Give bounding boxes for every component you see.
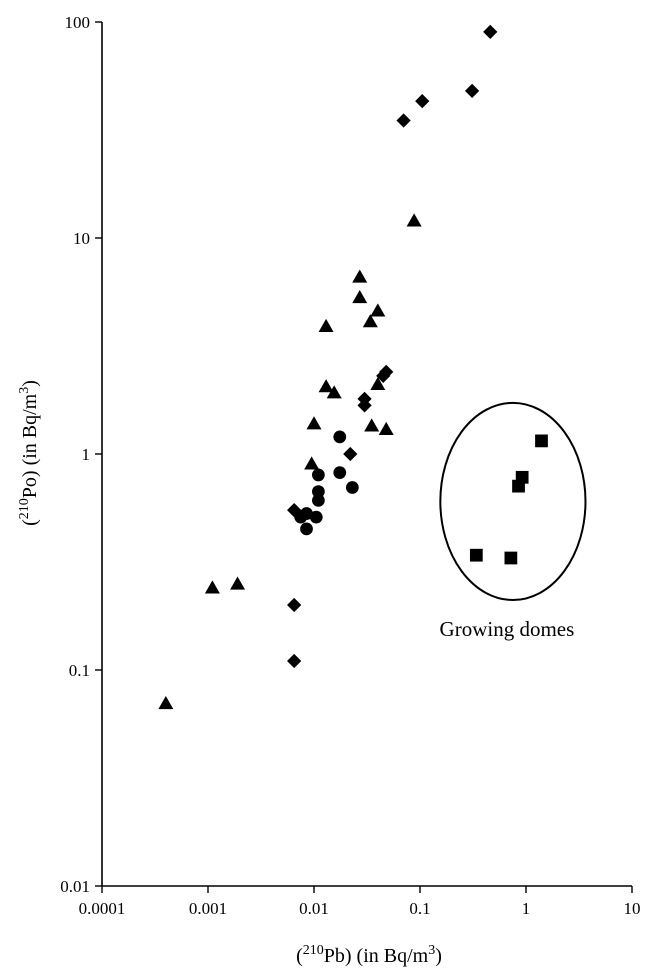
circle-point xyxy=(312,468,325,482)
growing-domes-label: Growing domes xyxy=(440,617,575,641)
diamond-point xyxy=(483,24,498,40)
square-point xyxy=(469,548,483,562)
axes xyxy=(101,22,632,887)
y-tick-label: 100 xyxy=(65,13,91,32)
triangle-point xyxy=(378,421,394,436)
diamond-point xyxy=(464,83,480,98)
circle-point xyxy=(333,466,347,479)
circle-point xyxy=(345,481,359,494)
growing-domes-annotation: Growing domes xyxy=(439,401,587,641)
x-tick-label: 0.001 xyxy=(189,899,227,918)
triangle-point xyxy=(370,376,386,391)
diamond-point xyxy=(396,113,411,128)
diamond-point xyxy=(415,94,430,109)
circle-point xyxy=(309,510,323,524)
triangle-point xyxy=(204,580,220,594)
triangle-point xyxy=(326,385,342,399)
triangle-point xyxy=(370,303,386,317)
triangle-point xyxy=(362,314,378,328)
triangle-point xyxy=(230,576,246,590)
triangle-point xyxy=(318,379,334,393)
diamond-point xyxy=(379,364,394,379)
triangle-point xyxy=(406,213,422,227)
triangle-point xyxy=(318,318,334,332)
triangle-point xyxy=(304,456,320,470)
diamond-point xyxy=(343,446,358,462)
diamond-point xyxy=(287,653,302,669)
circle-point xyxy=(300,522,313,536)
triangle-point xyxy=(352,290,368,304)
y-axis-label: (210Po) (in Bq/m3) xyxy=(17,380,41,526)
y-tick-label: 0.01 xyxy=(60,877,90,896)
triangle-point xyxy=(364,418,380,432)
triangle-point xyxy=(306,416,322,430)
circle-point xyxy=(312,493,325,507)
circle-point xyxy=(333,430,347,444)
x-axis-label: (210Pb) (in Bq/m3) xyxy=(296,943,442,967)
square-point xyxy=(535,434,548,448)
square-point xyxy=(515,470,529,484)
x-tick-label: 0.1 xyxy=(409,899,430,918)
y-tick-label: 10 xyxy=(73,229,90,248)
growing-domes-ellipse xyxy=(439,401,587,602)
diamond-point xyxy=(287,597,302,613)
diamond-point xyxy=(357,398,372,413)
x-tick-label: 10 xyxy=(624,899,641,918)
y-tick-label: 0.1 xyxy=(69,661,90,680)
x-tick-label: 0.01 xyxy=(299,899,329,918)
x-tick-label: 1 xyxy=(522,899,531,918)
triangle-point xyxy=(352,269,368,283)
data-points xyxy=(158,24,548,710)
circle-point xyxy=(300,507,313,520)
x-axis-ticks: 0.0001 0.001 0.01 0.1 1 10 xyxy=(79,886,641,918)
triangle-point xyxy=(158,695,174,710)
square-point xyxy=(504,551,518,565)
y-tick-label: 1 xyxy=(82,445,91,464)
y-axis-ticks: 0.01 0.1 1 10 100 xyxy=(60,13,102,896)
circle-point xyxy=(312,485,325,498)
x-tick-label: 0.0001 xyxy=(79,899,126,918)
